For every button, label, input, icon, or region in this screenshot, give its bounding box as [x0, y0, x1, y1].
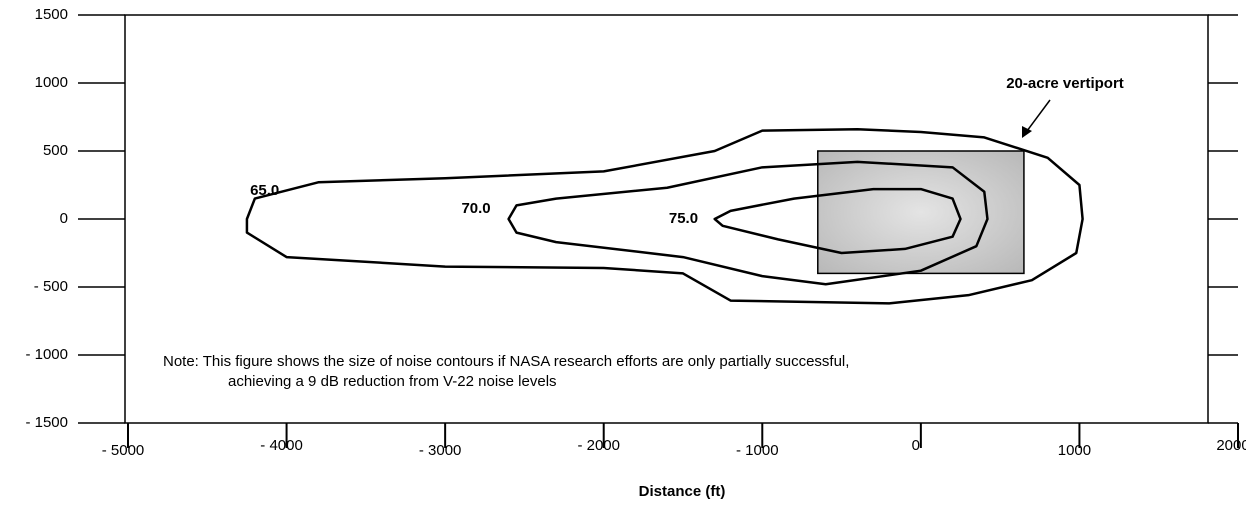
annotation-arrow [1023, 99, 1051, 136]
contour-line [713, 187, 962, 255]
contour-line [507, 160, 989, 286]
y-tick-label: - 1500 [25, 414, 68, 431]
contour-label: 65.0 [250, 182, 279, 199]
x-tick-label: 0 [912, 437, 920, 454]
x-tick-label: - 5000 [102, 442, 145, 459]
note-line: Note: This figure shows the size of nois… [163, 353, 849, 370]
x-tick-label: 1000 [1058, 442, 1091, 459]
contour-label: 75.0 [669, 210, 698, 227]
x-tick-label: - 4000 [260, 437, 303, 454]
x-axis-label: Distance (ft) [639, 483, 726, 500]
y-tick-label: 500 [43, 142, 68, 159]
x-tick-label: - 1000 [736, 442, 779, 459]
y-tick-label: 1000 [35, 74, 68, 91]
x-tick-label: 2000 [1216, 437, 1246, 454]
x-tick-label: - 2000 [577, 437, 620, 454]
note-line: achieving a 9 dB reduction from V-22 noi… [228, 373, 557, 390]
annotation: 20-acre vertiport [1006, 75, 1124, 92]
annotation-arrowhead [1022, 126, 1032, 138]
contour-line [245, 127, 1084, 305]
vertiport [817, 150, 1025, 275]
y-tick-label: 0 [60, 210, 68, 227]
y-tick-label: - 1000 [25, 346, 68, 363]
x-tick-label: - 3000 [419, 442, 462, 459]
y-tick-label: 1500 [35, 6, 68, 23]
contour-label: 70.0 [461, 200, 490, 217]
y-tick-label: - 500 [34, 278, 68, 295]
